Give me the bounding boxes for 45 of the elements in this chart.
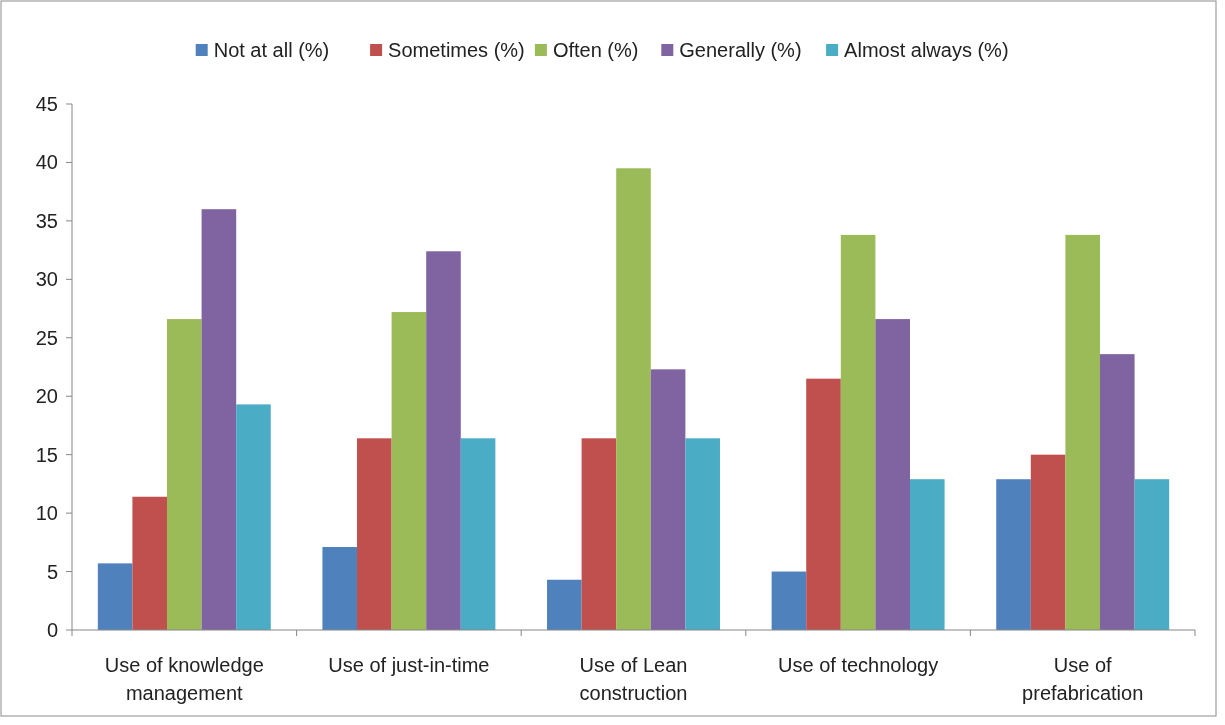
y-tick-label: 45: [35, 93, 58, 115]
legend-label: Often (%): [552, 39, 639, 61]
bar: [1099, 354, 1135, 630]
legend-label: Generally (%): [679, 39, 802, 61]
y-tick-label: 0: [46, 619, 58, 641]
bar: [167, 319, 202, 630]
bar: [426, 251, 461, 630]
y-tick-label: 35: [35, 209, 58, 232]
bar: [1134, 479, 1170, 630]
y-tick-label: 15: [35, 443, 58, 466]
bar: [685, 438, 720, 630]
bar: [97, 563, 133, 630]
y-tick-label: 25: [35, 326, 58, 349]
bar: [547, 579, 582, 630]
bar: [460, 438, 496, 630]
bar: [996, 479, 1031, 630]
legend-label: Almost always (%): [844, 39, 1009, 61]
bar: [806, 378, 841, 630]
y-tick-label: 20: [35, 385, 58, 408]
bar: [650, 369, 686, 630]
bar: [201, 209, 237, 630]
y-tick-label: 40: [35, 151, 58, 174]
bar: [1030, 454, 1066, 630]
x-tick-label: Use of prefabrication: [1022, 654, 1144, 704]
bar: [132, 496, 168, 630]
bar: [391, 312, 427, 630]
x-tick-label: Use of knowledge management: [104, 654, 264, 704]
y-tick-label: 5: [46, 560, 58, 583]
bar: [840, 234, 876, 630]
legend-label: Sometimes (%): [388, 39, 525, 61]
bar: [875, 319, 910, 630]
bar: [322, 547, 358, 630]
bar: [909, 479, 945, 630]
bar: [236, 404, 271, 630]
bar: [616, 168, 651, 630]
x-tick-label: Use of technology: [778, 654, 939, 676]
x-tick-label: Use of just-in-time: [328, 654, 490, 676]
y-tick-label: 10: [35, 502, 58, 525]
legend-label: Not at all (%): [213, 39, 330, 61]
bar: [581, 438, 617, 630]
x-tick-label: Use of Lean construction: [579, 654, 688, 704]
bar: [357, 438, 392, 630]
bar: [771, 571, 807, 630]
bar: [1065, 234, 1100, 630]
y-tick-label: 30: [35, 268, 58, 291]
